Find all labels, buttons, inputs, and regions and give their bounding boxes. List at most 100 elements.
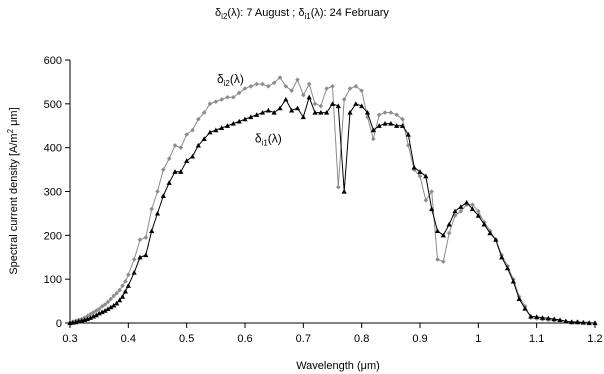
annotation-symbol: δ [217, 72, 224, 86]
data-point-i1 [172, 169, 178, 174]
annotation-subscript: i1 [262, 138, 269, 147]
data-point-i1 [300, 114, 306, 120]
data-point-i1 [111, 302, 117, 308]
data-point-i1 [184, 158, 190, 163]
data-point-i2 [318, 103, 324, 109]
data-point-i2 [324, 86, 329, 91]
data-point-i2 [341, 97, 347, 102]
data-point-i1 [341, 188, 347, 194]
data-point-i2 [213, 99, 219, 104]
data-point-i1 [405, 131, 411, 137]
title-text-i1: (λ): 24 February [311, 7, 390, 19]
data-point-i1 [160, 193, 166, 198]
data-point-i1 [359, 103, 365, 109]
annotation-suffix: (λ) [268, 131, 282, 145]
data-point-i1 [242, 116, 248, 122]
data-point-i1 [452, 208, 458, 214]
data-point-i2 [248, 84, 254, 89]
data-point-i2 [196, 116, 201, 122]
data-point-i1 [166, 180, 172, 185]
data-point-i1 [557, 317, 563, 323]
data-point-i1 [114, 300, 120, 306]
data-point-i2 [406, 143, 411, 148]
data-point-i1 [335, 103, 341, 109]
data-point-i2 [143, 235, 149, 240]
data-point-i1 [411, 164, 417, 170]
data-point-i2 [123, 279, 128, 284]
y-axis-label: Spectral current density [A/m2 μm] [6, 107, 20, 274]
data-point-i2 [102, 302, 108, 307]
data-point-i2 [88, 311, 93, 317]
data-point-i1 [423, 173, 429, 179]
data-point-i1 [137, 254, 143, 260]
data-point-i2 [271, 80, 277, 86]
data-point-i1 [569, 319, 575, 325]
data-point-i1 [458, 204, 464, 209]
data-point-i2 [225, 94, 230, 100]
data-point-i1 [105, 306, 111, 312]
data-point-i2 [166, 156, 172, 161]
data-point-i1 [87, 315, 94, 320]
data-point-i2 [312, 101, 318, 107]
data-point-i1 [122, 288, 129, 294]
data-point-i1 [283, 96, 289, 102]
series-annotation: δi2(λ) [217, 72, 244, 88]
data-point-i2 [295, 77, 300, 83]
data-point-i1 [131, 269, 137, 275]
data-point-i2 [429, 189, 434, 194]
data-point-i1 [154, 210, 161, 216]
data-point-i2 [85, 313, 90, 319]
x-tick-label: 0.7 [296, 333, 311, 345]
data-point-i2 [266, 84, 271, 89]
data-point-i2 [99, 304, 105, 309]
data-point-i2 [388, 110, 394, 115]
data-point-i1 [464, 199, 470, 205]
chart-title: δi2(λ): 7 August ; δi1(λ): 24 February [215, 7, 389, 21]
data-point-i2 [178, 145, 184, 150]
x-tick-label: 1 [475, 333, 481, 345]
data-point-i1 [574, 319, 581, 325]
data-point-i2 [441, 259, 446, 264]
data-point-i2 [394, 112, 399, 118]
data-point-i1 [440, 232, 446, 238]
data-point-i2 [172, 143, 178, 148]
data-point-i2 [117, 287, 122, 293]
data-point-i2 [91, 310, 96, 315]
data-point-i2 [306, 81, 312, 87]
data-point-i1 [417, 169, 423, 174]
title-sub-i2: i2 [221, 12, 228, 21]
data-point-i2 [277, 75, 283, 80]
data-point-i2 [476, 208, 481, 214]
data-point-i2 [131, 257, 137, 262]
series-i2 [67, 75, 598, 326]
data-point-i2 [219, 97, 224, 102]
data-point-i1 [230, 120, 236, 126]
data-point-i1 [545, 315, 551, 321]
y-axis-label-unit: μm] [8, 107, 20, 129]
y-axis-label-sup: 2 [6, 128, 15, 133]
data-point-i1 [277, 105, 283, 111]
title-text-i2: (λ): 7 August ; [227, 7, 298, 19]
data-point-i1 [329, 101, 336, 106]
data-point-i1 [143, 252, 149, 258]
data-point-i1 [259, 110, 266, 115]
data-point-i1 [236, 118, 242, 124]
data-point-i1 [178, 169, 184, 174]
annotation-subscript: i2 [224, 79, 231, 88]
data-point-i1 [499, 254, 505, 260]
series-layer [67, 75, 598, 326]
data-point-i2 [347, 86, 353, 91]
x-tick-label: 0.4 [121, 333, 136, 345]
data-point-i1 [353, 101, 359, 106]
data-point-i1 [394, 123, 400, 128]
data-point-i1 [481, 221, 487, 227]
data-point-i1 [551, 316, 557, 322]
data-point-i1 [306, 94, 312, 100]
data-point-i2 [470, 202, 475, 207]
data-point-i1 [289, 107, 295, 113]
data-point-i1 [399, 123, 406, 128]
data-point-i1 [382, 120, 388, 126]
data-point-i2 [149, 206, 154, 212]
y-tick-label: 200 [44, 230, 62, 242]
